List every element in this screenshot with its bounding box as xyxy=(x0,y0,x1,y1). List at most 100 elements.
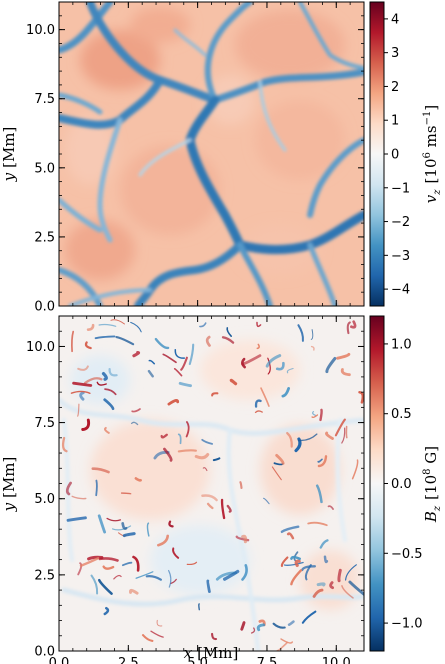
bz-ylabel: y[Mm] xyxy=(0,457,18,513)
bz-flux-element xyxy=(323,555,329,564)
bz-flux-element xyxy=(199,322,207,328)
bz-flux-element xyxy=(173,368,183,377)
bz-flux-element xyxy=(260,387,270,407)
bz-flux-element xyxy=(286,367,294,374)
bz-colorbar-tick-label: 1.0 xyxy=(391,337,412,352)
bz-flux-element xyxy=(206,579,211,593)
bz-flux-element xyxy=(172,547,180,559)
bz-flux-element xyxy=(130,321,142,333)
bz-flux-element xyxy=(110,319,125,325)
bz-flux-element xyxy=(319,539,329,549)
bz-flux-element xyxy=(70,390,91,394)
bz-flux-element xyxy=(220,498,226,520)
bz-flux-element xyxy=(132,555,140,572)
bz-flux-element xyxy=(350,320,357,329)
bz-y-tick-label: 7.5 xyxy=(34,416,55,431)
bz-flux-element xyxy=(254,410,263,414)
bz-colorbar-ticks: −1.0 −0.5 0.0 0.5 1.0 xyxy=(384,337,423,632)
bz-flux-element xyxy=(168,520,174,528)
bz-flux-element xyxy=(97,514,106,534)
bz-x-tick-label: 2.5 xyxy=(118,656,139,664)
vz-y-tick-label: 7.5 xyxy=(34,92,55,107)
bz-flux-element xyxy=(346,321,351,335)
bz-flux-element xyxy=(297,324,304,342)
vz-colorbar-tick-label: −4 xyxy=(391,283,410,298)
bz-flux-element xyxy=(201,438,213,445)
bz-flux-element xyxy=(128,588,139,595)
bz-flux-element xyxy=(337,568,342,583)
bz-flux-element xyxy=(226,504,232,513)
bz-flux-element xyxy=(101,372,108,381)
bz-flux-element xyxy=(334,418,346,437)
bz-flux-element xyxy=(87,555,104,561)
bz-flux-element xyxy=(283,561,304,566)
bz-flux-element xyxy=(132,350,141,358)
bz-flux-element xyxy=(256,321,262,328)
bz-flux-element xyxy=(115,336,135,346)
bz-flux-element xyxy=(341,427,346,444)
bz-flux-element xyxy=(170,578,177,584)
bz-flux-element xyxy=(163,447,173,462)
bz-flux-element xyxy=(122,532,136,538)
bz-flux-element xyxy=(311,414,319,419)
bz-x-tick-label: 7.5 xyxy=(257,656,278,664)
bz-flux-element xyxy=(86,323,95,331)
bz-flux-element xyxy=(94,335,116,340)
bz-flux-element xyxy=(281,387,290,398)
bz-flux-element xyxy=(256,623,266,632)
bz-flux-element xyxy=(254,399,262,408)
vz-y-ticks: 0.0 2.5 5.0 7.5 10.0 xyxy=(26,1,364,315)
bz-xlabel: x [Mm] xyxy=(184,644,239,662)
bz-flux-element xyxy=(325,431,334,440)
vz-x-ticks xyxy=(58,2,365,306)
bz-flux-element xyxy=(71,330,75,353)
bz-flux-element xyxy=(316,582,326,587)
bz-flux-element xyxy=(221,336,235,344)
bz-flux-element xyxy=(290,555,301,561)
bz-flux-element xyxy=(211,392,219,397)
bz-flux-element xyxy=(239,481,243,490)
bz-flux-element xyxy=(329,581,334,590)
bz-flux-element xyxy=(103,398,115,411)
bz-y-tick-label: 5.0 xyxy=(34,492,55,507)
bz-flux-element xyxy=(194,452,210,460)
bz-flux-element xyxy=(79,557,100,567)
bz-flux-element xyxy=(160,433,168,439)
bz-flux-element xyxy=(178,381,192,388)
bz-flux-element xyxy=(174,348,186,359)
bz-flux-element xyxy=(168,569,172,588)
bz-flux-element xyxy=(135,571,154,579)
bz-flux-element xyxy=(358,390,364,404)
bz-colorbar-label: Bz[108 G] xyxy=(422,446,443,523)
bz-colorbar-tick-label: −0.5 xyxy=(391,547,423,562)
bz-colorbar-tick-label: 0.0 xyxy=(391,477,412,492)
bz-flux-element xyxy=(77,365,89,371)
bz-flux-element xyxy=(241,354,262,366)
bz-flux-element xyxy=(211,632,218,641)
vz-y-tick-label: 10.0 xyxy=(26,23,55,38)
bz-flux-element xyxy=(287,620,295,626)
bz-flux-element xyxy=(65,481,72,496)
bz-flux-element xyxy=(104,426,110,434)
bz-flux-element xyxy=(317,458,323,463)
bz-flux-element xyxy=(265,354,282,368)
bz-flux-element xyxy=(315,484,323,504)
bz-flux-element xyxy=(275,361,285,371)
bz-colorbar xyxy=(369,315,385,652)
bz-flux-element xyxy=(294,559,301,567)
bz-flux-element xyxy=(241,564,248,581)
bz-flux-element xyxy=(280,525,300,533)
bz-flux-element xyxy=(275,453,285,465)
bz-flux-element xyxy=(104,388,117,396)
bz-flux-element xyxy=(336,352,351,360)
vz-colorbar-tick-label: 4 xyxy=(391,12,399,27)
bz-flux-element xyxy=(341,585,354,599)
vz-heatmap xyxy=(59,2,364,306)
bz-flux-element xyxy=(351,459,359,480)
vz-y-tick-label: 0.0 xyxy=(34,300,55,315)
bz-flux-element xyxy=(154,337,170,350)
bz-flux-element xyxy=(201,494,218,502)
bz-flux-element xyxy=(71,495,87,500)
bz-flux-element xyxy=(345,564,357,581)
